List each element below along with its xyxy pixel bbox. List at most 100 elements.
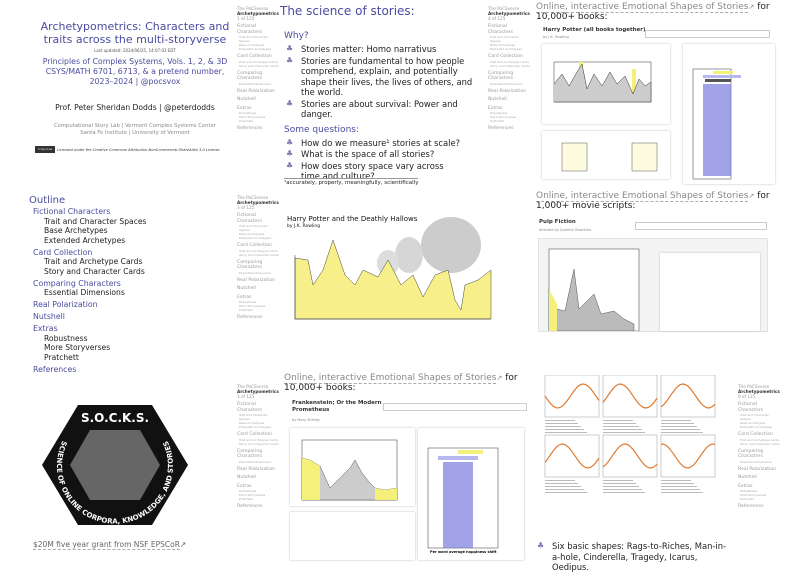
sidebar-section[interactable]: Extras [488,105,503,111]
sidebar-subsection[interactable]: Story and Character Cards [239,252,279,257]
outline-section[interactable]: References [33,364,77,374]
outline-section[interactable]: Card Collection [33,247,93,257]
sidebar-section[interactable]: References [488,126,514,131]
sidebar-subsection[interactable]: More Storyverses [490,115,517,119]
sidebar-section[interactable]: Card Collection [237,243,272,248]
sidebar-section[interactable]: Card Collection [488,54,523,59]
outline-subsection[interactable]: Essential Dimensions [44,288,125,297]
sidebar-subsection[interactable]: Extended Archetypes [740,425,773,429]
sidebar-section[interactable]: Fictional Characters [237,213,263,224]
sidebar-section[interactable]: Comparing Characters [237,448,263,460]
license-badge[interactable]: cc by-nc-sa [35,146,55,153]
outline-subsection[interactable]: Trait and Archetype Cards [44,257,143,266]
sidebar-subsection[interactable]: Essential Dimensions [239,459,271,464]
sidebar-subsection[interactable]: More Storyverses [239,493,266,497]
sidebar-subsection[interactable]: Essential Dimensions [239,270,271,275]
sidebar-section[interactable]: References [237,504,263,509]
outline-section[interactable]: Extras [33,324,58,333]
sidebar-subsection[interactable]: Trait and Character Spaces [239,224,268,232]
sidebar-subsection[interactable]: Pratchett [239,497,253,501]
sidebar-section[interactable]: Comparing Characters [237,70,263,82]
sidebar-section[interactable]: Real Polarization [237,277,276,283]
sidebar-subsection[interactable]: Base Archetypes [239,421,265,425]
sidebar-subsection[interactable]: Robustness [239,489,257,493]
outline-subsection[interactable]: Base Archetypes [44,226,108,235]
sidebar-subsection[interactable]: Pratchett [239,308,253,312]
sidebar-subsection[interactable]: Story and Character Cards [740,441,780,446]
outline-subsection[interactable]: More Storyverses [44,343,111,352]
sidebar-subsection[interactable]: Trait and Archetype Cards [490,59,529,64]
sidebar-subsection[interactable]: Story and Character Cards [239,63,279,68]
sidebar-section[interactable]: Real Polarization [237,88,276,94]
sidebar-section[interactable]: Comparing Characters [237,259,263,271]
sidebar-section[interactable]: Extras [237,294,252,300]
sidebar-section[interactable]: Card Collection [237,54,272,59]
sidebar-section[interactable]: Nutshell [237,97,256,102]
sidebar-subsection[interactable]: Essential Dimensions [239,81,271,86]
sidebar-section[interactable]: Real Polarization [237,466,276,472]
sidebar-section[interactable]: References [237,315,263,320]
sidebar-section[interactable]: References [237,126,263,131]
sidebar-subsection[interactable]: Extended Archetypes [490,47,523,51]
sidebar-subsection[interactable]: Base Archetypes [490,43,516,47]
sidebar-section[interactable]: Extras [237,105,252,111]
sidebar-subsection[interactable]: Trait and Archetype Cards [239,437,278,442]
sidebar-subsection[interactable]: Trait and Archetype Cards [239,248,278,253]
sidebar-subsection[interactable]: Extended Archetypes [239,236,272,240]
outline-subsection[interactable]: Trait and Character Spaces [44,216,147,226]
sidebar-section[interactable]: Comparing Characters [738,448,764,460]
sidebar-section[interactable]: Nutshell [237,475,256,480]
sidebar-section[interactable]: Nutshell [738,475,757,480]
sidebar-subsection[interactable]: More Storyverses [740,493,767,497]
sidebar-section[interactable]: Fictional Characters [237,24,263,35]
sidebar-subsection[interactable]: Trait and Archetype Cards [740,437,779,442]
sidebar-subsection[interactable]: Story and Character Cards [239,441,279,446]
sidebar-subsection[interactable]: Pratchett [740,497,754,501]
emotional-shapes-link[interactable]: Online, interactive Emotional Shapes of … [536,2,749,13]
sidebar-section[interactable]: Fictional Characters [237,402,263,413]
sidebar-subsection[interactable]: Robustness [239,111,257,115]
sidebar-subsection[interactable]: More Storyverses [239,115,266,119]
sidebar-subsection[interactable]: Trait and Character Spaces [740,413,769,421]
outline-section[interactable]: Fictional Characters [33,207,111,216]
sidebar-subsection[interactable]: Pratchett [239,119,253,123]
sidebar-subsection[interactable]: Robustness [490,111,508,115]
sidebar-section[interactable]: Real Polarization [488,88,527,94]
nsf-link[interactable]: $20M five year grant from NSF EPSCoR [33,540,180,550]
sidebar-section[interactable]: Card Collection [738,432,773,437]
outline-subsection[interactable]: Story and Character Cards [44,266,145,276]
license-text[interactable]: Licensed under the Creative Commons Attr… [57,148,221,152]
outline-section[interactable]: Nutshell [33,312,65,321]
sidebar-section[interactable]: Nutshell [488,97,507,102]
sidebar-section[interactable]: Nutshell [237,286,256,291]
search-bar[interactable] [383,403,527,411]
grant-caption[interactable]: $20M five year grant from NSF EPSCoR↗ [33,540,186,550]
sidebar-section[interactable]: Fictional Characters [488,24,514,35]
outline-section[interactable]: Real Polarization [33,300,98,309]
sidebar-subsection[interactable]: Trait and Archetype Cards [239,59,278,64]
sidebar-subsection[interactable]: Story and Character Cards [490,63,530,68]
sidebar-subsection[interactable]: Trait and Character Spaces [490,35,519,43]
sidebar-subsection[interactable]: Extended Archetypes [239,425,272,429]
sidebar-subsection[interactable]: Robustness [740,489,758,493]
sidebar-subsection[interactable]: Base Archetypes [740,421,766,425]
emotional-shapes-link[interactable]: Online, interactive Emotional Shapes of … [536,191,749,202]
sidebar-section[interactable]: Card Collection [237,432,272,437]
sidebar-subsection[interactable]: Extended Archetypes [239,47,272,51]
sidebar-subsection[interactable]: Robustness [239,300,257,304]
sidebar-subsection[interactable]: More Storyverses [239,304,266,308]
emotional-shapes-link[interactable]: Online, interactive Emotional Shapes of … [284,373,497,384]
search-bar[interactable] [645,30,770,38]
sidebar-section[interactable]: Comparing Characters [488,70,514,82]
sidebar-subsection[interactable]: Trait and Character Spaces [239,413,268,421]
outline-section[interactable]: Comparing Characters [33,278,121,288]
sidebar-section[interactable]: Extras [738,483,753,489]
sidebar-subsection[interactable]: Base Archetypes [239,232,265,236]
sidebar-subsection[interactable]: Essential Dimensions [490,81,522,86]
outline-subsection[interactable]: Pratchett [44,352,79,362]
sidebar-section[interactable]: References [738,504,764,509]
sidebar-section[interactable]: Fictional Characters [738,402,764,413]
outline-subsection[interactable]: Extended Archetypes [44,235,126,245]
sidebar-subsection[interactable]: Essential Dimensions [740,459,772,464]
sidebar-section[interactable]: Extras [237,483,252,489]
